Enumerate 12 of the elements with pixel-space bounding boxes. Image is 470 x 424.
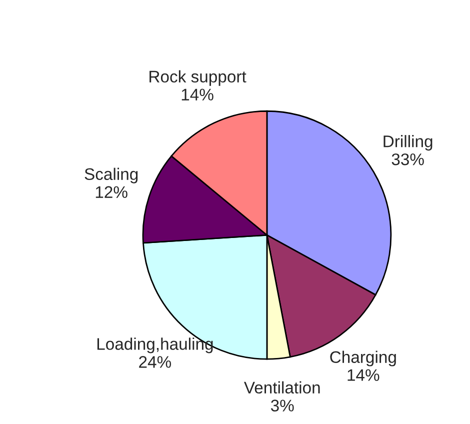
slice-label: Loading,hauling <box>97 338 213 354</box>
data-label: 14% <box>182 88 214 100</box>
slice-label: Ventilation <box>244 381 320 394</box>
data-label: 12% <box>96 186 128 198</box>
slice-label: Rock support <box>150 70 246 86</box>
slice-label: Charging <box>330 350 396 366</box>
data-label: 33% <box>392 153 424 166</box>
data-label: 14% <box>348 369 380 381</box>
data-label: 24% <box>139 356 172 368</box>
data-label: 3% <box>270 400 294 412</box>
slice-label: Drilling <box>384 135 432 151</box>
slice-label: Scaling <box>84 168 138 184</box>
